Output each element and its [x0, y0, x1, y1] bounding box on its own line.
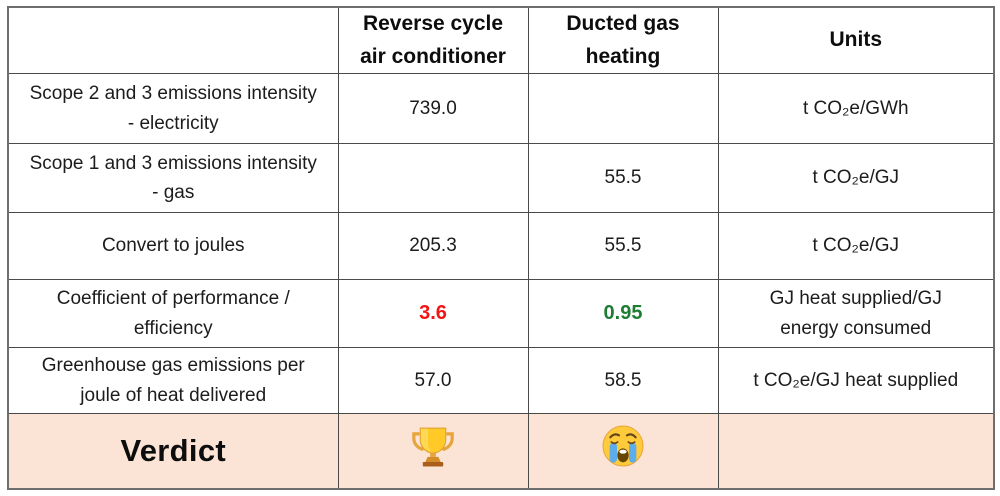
row-label: Coefficient of performance / efficiency [7, 279, 339, 349]
header-empty-cell [7, 6, 339, 75]
row-label: Scope 2 and 3 emissions intensity - elec… [7, 73, 339, 145]
units-value: GJ heat supplied/GJ energy consumed [717, 279, 995, 349]
ac-value [337, 143, 529, 214]
verdict-row: Verdict [7, 413, 995, 490]
table-row-scope2-electricity: Scope 2 and 3 emissions intensity - elec… [7, 73, 995, 145]
table-row-ghg-per-joule: Greenhouse gas emissions per joule of he… [7, 347, 995, 415]
table-row-scope1-gas: Scope 1 and 3 emissions intensity - gas … [7, 143, 995, 214]
units-value: t CO₂e/GWh [717, 73, 995, 145]
verdict-gas-cell [527, 413, 719, 490]
units-value: t CO₂e/GJ [717, 212, 995, 281]
table-row-convert-joules: Convert to joules 205.3 55.5 t CO₂e/GJ [7, 212, 995, 281]
verdict-units-cell [717, 413, 995, 490]
table-row-coefficient-performance: Coefficient of performance / efficiency … [7, 279, 995, 349]
heating-comparison-table: Reverse cycle air conditioner Ducted gas… [7, 6, 995, 490]
header-ducted-gas: Ducted gas heating [527, 6, 719, 75]
verdict-label: Verdict [7, 413, 339, 490]
gas-value: 55.5 [527, 212, 719, 281]
units-value: t CO₂e/GJ heat supplied [717, 347, 995, 415]
gas-cop-value: 0.95 [527, 279, 719, 349]
header-units: Units [717, 6, 995, 75]
trophy-icon [410, 422, 456, 470]
gas-value: 55.5 [527, 143, 719, 214]
row-label: Greenhouse gas emissions per joule of he… [7, 347, 339, 415]
verdict-ac-cell [337, 413, 529, 490]
gas-value: 58.5 [527, 347, 719, 415]
ac-value: 205.3 [337, 212, 529, 281]
units-value: t CO₂e/GJ [717, 143, 995, 214]
row-label: Scope 1 and 3 emissions intensity - gas [7, 143, 339, 214]
header-reverse-cycle: Reverse cycle air conditioner [337, 6, 529, 75]
ac-cop-value: 3.6 [337, 279, 529, 349]
header-row: Reverse cycle air conditioner Ducted gas… [7, 6, 995, 75]
ac-value: 739.0 [337, 73, 529, 145]
gas-value [527, 73, 719, 145]
ac-value: 57.0 [337, 347, 529, 415]
row-label: Convert to joules [7, 212, 339, 281]
loudly-crying-face-icon [599, 422, 647, 470]
